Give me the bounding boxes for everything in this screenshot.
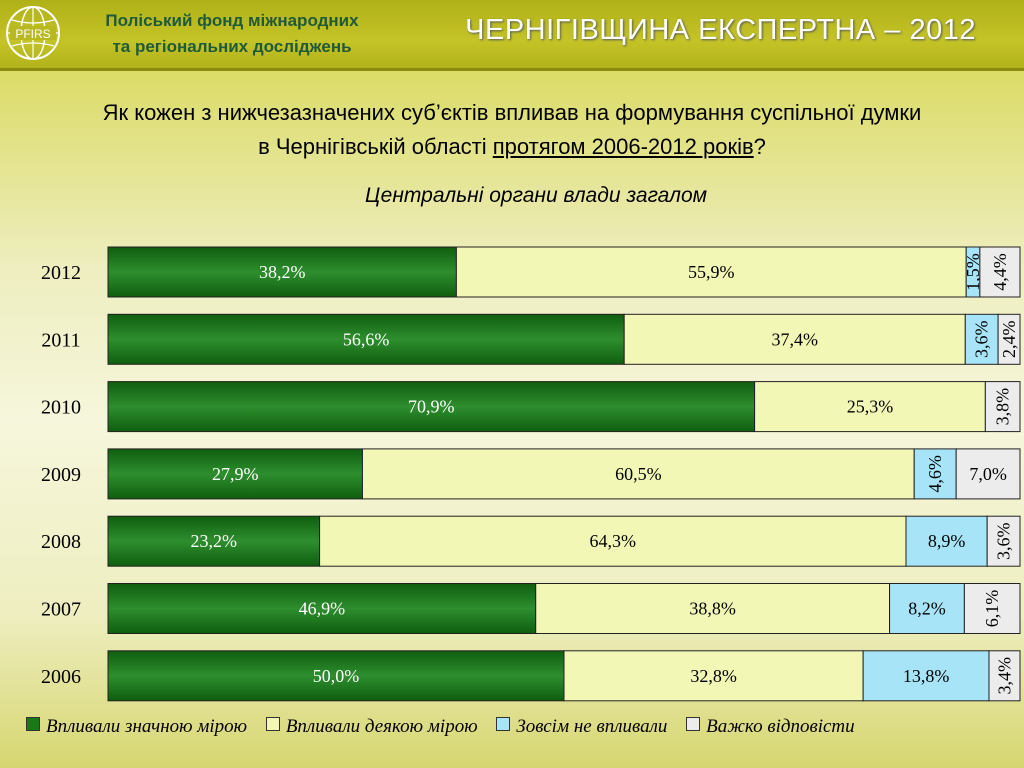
bar-some-2006 [563, 650, 864, 702]
data-label-some-2010: 25,3% [847, 397, 894, 417]
year-label-2008: 2008 [41, 531, 81, 553]
header-bar [0, 0, 1024, 68]
bar-significant-2012 [107, 246, 457, 298]
legend-item-hard-to-say: Важко відповісти [686, 716, 855, 738]
data-label-significant-2007: 46,9% [299, 599, 346, 619]
bar-some-2009 [361, 448, 915, 500]
data-label-some-2007: 38,8% [689, 599, 736, 619]
question-text: Як кожен з нижчезазначених суб’єктів впл… [0, 96, 1024, 164]
data-label-some-2012: 55,9% [688, 262, 735, 282]
globe-logo-icon: PFIRS [6, 6, 60, 60]
data-label-hard-to-say-2011: 2,4% [999, 321, 1019, 359]
legend-label-some: Впливали деякою мірою [285, 716, 478, 737]
bar-none-2011 [964, 313, 999, 365]
bar-some-2010 [754, 381, 986, 433]
legend-label-significant: Впливали значною мірою [46, 716, 248, 737]
bar-some-2011 [623, 313, 966, 365]
data-label-none-2008: 8,9% [928, 531, 966, 551]
data-label-some-2006: 32,8% [690, 666, 737, 686]
question-period: протягом 2006-2012 років [492, 134, 754, 159]
data-label-significant-2008: 23,2% [191, 531, 238, 551]
data-label-significant-2010: 70,9% [408, 397, 455, 417]
chart-subtitle: Центральні органи влади загалом [364, 184, 708, 207]
data-label-none-2006: 13,8% [903, 666, 950, 686]
bar-some-2008 [319, 515, 907, 567]
data-label-none-2009: 4,6% [925, 455, 945, 493]
bar-hard-to-say-2009 [955, 448, 1021, 500]
data-label-hard-to-say-2006: 3,4% [994, 657, 1014, 695]
bar-some-2012 [455, 246, 967, 298]
question-line1: Як кожен з нижчезазначених суб’єктів впл… [102, 100, 922, 125]
bar-hard-to-say-2010 [984, 381, 1021, 433]
legend-swatch-hard-to-say [686, 717, 701, 731]
bar-significant-2009 [107, 448, 363, 500]
data-label-none-2007: 8,2% [908, 599, 946, 619]
data-label-significant-2006: 50,0% [313, 666, 360, 686]
org-name-line1: Поліський фонд міжнародних [105, 11, 359, 30]
legend-item-none: Зовсім не впливали [496, 716, 667, 738]
year-label-2012: 2012 [41, 262, 81, 284]
bar-significant-2010 [107, 381, 756, 433]
data-label-some-2009: 60,5% [615, 464, 662, 484]
legend-swatch-some [265, 717, 280, 731]
stacked-bar-chart: 2012 38,2% 55,9% 1,5% 4,4% 2011 56,6% 37,4% 3,6%… [41, 246, 1021, 702]
legend-label-hard-to-say: Важко відповісти [706, 716, 855, 737]
bar-none-2008 [905, 515, 988, 567]
logo-text: PFIRS [15, 27, 50, 41]
year-label-2011: 2011 [41, 329, 80, 351]
bar-hard-to-say-2011 [997, 313, 1021, 365]
year-label-2006: 2006 [41, 666, 81, 688]
bar-significant-2006 [107, 650, 565, 702]
page-title: ЧЕРНІГІВЩИНА ЕКСПЕРТНА – 2012 [465, 14, 976, 46]
data-label-significant-2011: 56,6% [343, 329, 390, 349]
year-label-2010: 2010 [41, 397, 81, 419]
data-label-hard-to-say-2010: 3,8% [993, 388, 1013, 426]
data-label-none-2012: 1,5% [963, 253, 983, 291]
bar-some-2007 [535, 583, 891, 634]
year-label-2009: 2009 [41, 464, 81, 486]
legend-item-some: Впливали деякою мірою [265, 716, 478, 738]
legend-label-none: Зовсім не впливали [516, 716, 668, 737]
data-label-some-2011: 37,4% [771, 329, 818, 349]
data-label-significant-2012: 38,2% [259, 262, 306, 282]
legend-swatch-none [496, 717, 511, 731]
bar-hard-to-say-2006 [988, 650, 1021, 702]
data-label-hard-to-say-2009: 7,0% [969, 464, 1007, 484]
data-label-hard-to-say-2012: 4,4% [990, 253, 1010, 291]
data-label-hard-to-say-2007: 6,1% [982, 590, 1002, 628]
org-name-line2: та регіональних досліджень [112, 37, 352, 56]
data-label-significant-2009: 27,9% [212, 464, 259, 484]
bar-hard-to-say-2012 [979, 246, 1021, 298]
bar-none-2006 [862, 650, 990, 702]
data-label-hard-to-say-2008: 3,6% [994, 522, 1014, 560]
year-label-2007: 2007 [41, 599, 81, 621]
chart-legend: Впливали значною мірою Впливали деякою м… [26, 716, 1024, 744]
data-label-some-2008: 64,3% [590, 531, 637, 551]
bar-hard-to-say-2008 [986, 515, 1021, 567]
data-label-none-2011: 3,6% [972, 321, 992, 359]
organization-name: Поліський фонд міжнародних та регіональн… [72, 8, 392, 60]
legend-swatch-significant [26, 717, 40, 731]
question-line2: в Чернігівській області протягом 2006-20… [0, 130, 1024, 164]
bar-hard-to-say-2007 [963, 583, 1021, 634]
question-line2-start: в Чернігівській області [258, 134, 493, 159]
legend-item-significant: Впливали значною мірою [26, 716, 247, 738]
bar-significant-2007 [107, 583, 537, 634]
header-divider [0, 68, 1024, 71]
question-mark: ? [753, 134, 766, 159]
